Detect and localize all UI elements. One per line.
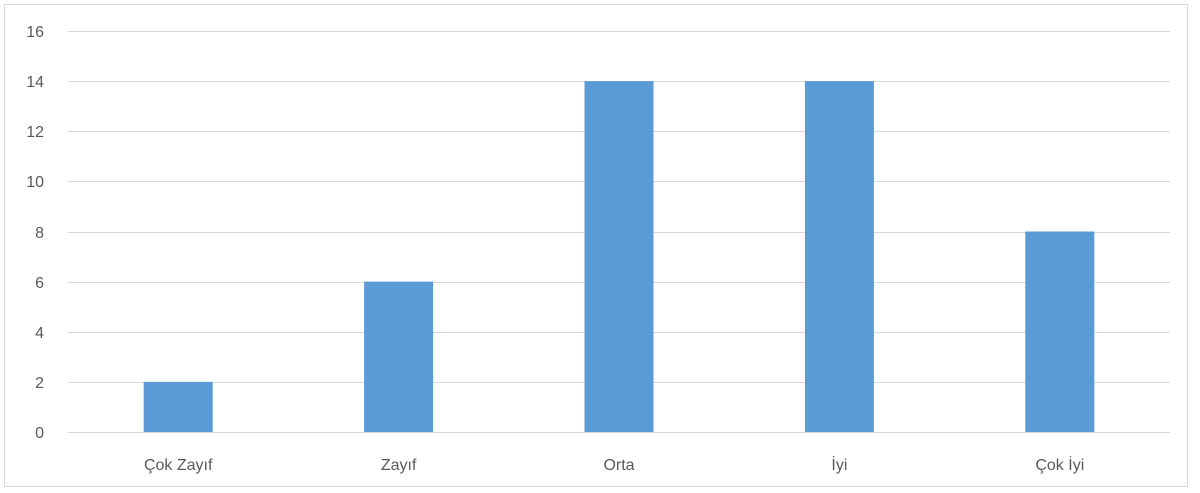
y-tick-label: 14: [26, 74, 44, 91]
y-tick-label: 0: [35, 425, 44, 442]
x-category-label: Orta: [603, 457, 634, 474]
bar-3: [584, 81, 654, 432]
bar-1: [143, 381, 213, 432]
x-category-label: Zayıf: [381, 457, 417, 474]
y-axis-ticks: 0 2 4 6 8 10 12 14 16: [26, 24, 44, 442]
y-tick-label: 16: [26, 24, 44, 41]
bar-4: [804, 81, 874, 432]
y-tick-label: 2: [35, 375, 44, 392]
x-category-label: Çok Zayıf: [144, 457, 213, 474]
x-category-label: Çok İyi: [1035, 455, 1084, 474]
bar-2: [364, 281, 434, 432]
y-tick-label: 12: [26, 124, 44, 141]
x-category-label: İyi: [831, 455, 847, 474]
y-tick-label: 8: [35, 225, 44, 242]
y-tick-label: 6: [35, 275, 44, 292]
x-axis-labels: Çok Zayıf Zayıf Orta İyi Çok İyi: [144, 455, 1084, 474]
bar-5: [1025, 231, 1095, 432]
y-tick-label: 10: [26, 174, 44, 191]
y-tick-label: 4: [35, 325, 44, 342]
bars: [143, 81, 1095, 432]
